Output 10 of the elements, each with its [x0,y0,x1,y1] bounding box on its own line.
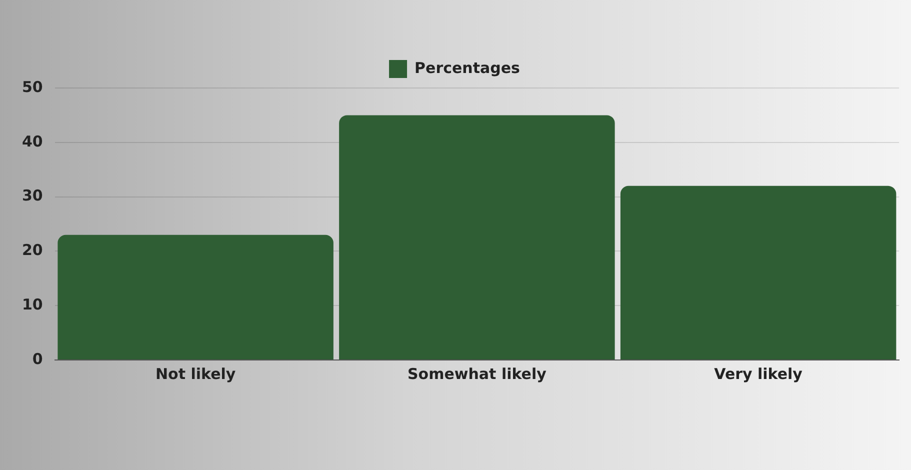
y-tick-label: 10 [22,295,43,314]
y-tick-label: 20 [22,241,43,260]
y-tick-label: 0 [32,350,43,368]
y-tick-label: 50 [22,78,43,96]
x-tick-label: Somewhat likely [407,364,547,383]
y-tick-label: 40 [22,132,43,150]
legend-label: Percentages [414,58,520,77]
y-tick-label: 30 [22,186,43,205]
x-tick-label: Not likely [155,364,236,383]
x-tick-label: Very likely [714,364,803,383]
